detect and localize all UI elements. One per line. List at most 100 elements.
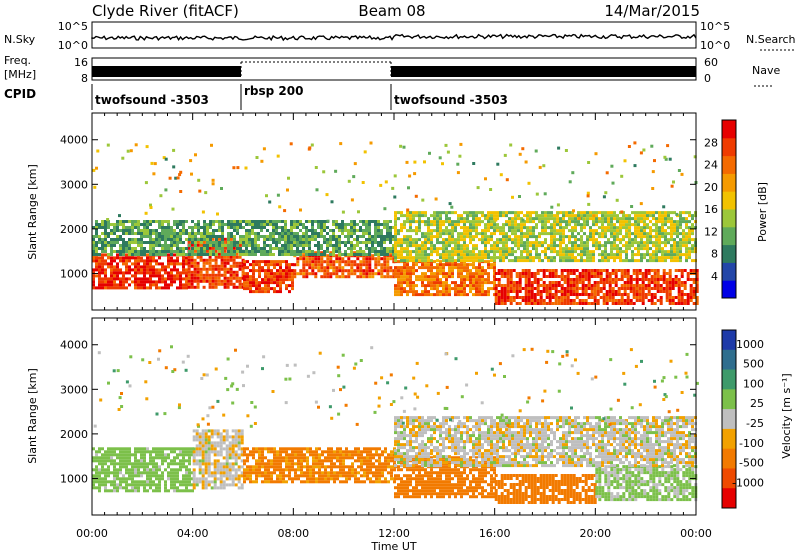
data-cell [481, 275, 484, 279]
data-cell [179, 170, 183, 174]
data-cell [125, 226, 128, 229]
data-cell [155, 238, 158, 241]
data-cell [569, 299, 573, 302]
data-cell [415, 232, 418, 236]
data-cell [239, 226, 242, 229]
data-cell [122, 280, 125, 284]
data-cell [397, 238, 400, 242]
data-cell [571, 220, 574, 224]
data-cell [246, 266, 249, 270]
data-cell [140, 471, 143, 475]
data-cell [652, 229, 655, 233]
data-cell [223, 249, 227, 253]
data-cell [427, 256, 430, 260]
data-cell [113, 274, 116, 278]
data-cell [451, 226, 454, 230]
data-cell [628, 241, 631, 245]
data-cell [223, 267, 227, 271]
data-cell [242, 220, 245, 223]
data-cell [589, 253, 592, 257]
data-cell [682, 253, 685, 257]
data-cell [592, 259, 595, 263]
data-cell [442, 293, 445, 297]
data-cell [617, 302, 621, 305]
data-cell [101, 459, 104, 463]
data-cell [466, 214, 469, 218]
data-cell [644, 296, 648, 299]
data-cell [646, 226, 649, 230]
data-cell [671, 302, 675, 305]
data-cell [384, 180, 388, 184]
data-cell [149, 259, 152, 263]
data-cell [463, 275, 466, 279]
data-cell [285, 272, 288, 276]
data-cell [394, 211, 397, 215]
data-cell [451, 220, 454, 224]
data-cell [92, 447, 95, 451]
data-cell [394, 284, 397, 288]
data-cell [668, 275, 672, 278]
data-cell [377, 226, 380, 229]
data-cell [682, 229, 685, 233]
data-cell [414, 194, 418, 198]
data-cell [517, 211, 520, 215]
data-cell [137, 250, 140, 253]
data-cell [155, 286, 158, 290]
data-cell [189, 159, 193, 163]
data-cell [632, 302, 636, 305]
data-cell [121, 156, 125, 160]
data-cell [680, 269, 684, 272]
data-cell [536, 278, 540, 281]
data-cell [421, 293, 424, 297]
data-cell [644, 293, 648, 296]
data-cell [146, 250, 149, 253]
data-cell [680, 284, 684, 287]
data-cell [137, 450, 140, 454]
data-cell [505, 253, 508, 257]
data-cell [539, 284, 543, 287]
data-cell [200, 235, 203, 238]
data-cell [502, 241, 505, 245]
data-cell [377, 235, 380, 238]
data-cell [374, 272, 378, 276]
data-cell [572, 278, 576, 281]
data-cell [625, 226, 628, 230]
data-cell [557, 281, 561, 284]
data-cell [493, 250, 496, 254]
data-cell [383, 238, 386, 241]
data-cell [574, 223, 577, 227]
data-cell [685, 247, 688, 251]
data-cell [323, 223, 326, 226]
data-cell [146, 471, 149, 475]
data-cell [668, 278, 672, 281]
data-cell [182, 450, 185, 454]
data-cell [484, 226, 487, 230]
data-cell [299, 223, 302, 226]
data-cell [254, 238, 257, 241]
data-cell [246, 281, 249, 285]
data-cell [454, 284, 457, 288]
data-cell [691, 232, 694, 236]
data-cell [101, 286, 104, 290]
data-cell [293, 238, 296, 241]
data-cell [638, 290, 642, 293]
data-cell [565, 223, 568, 227]
data-cell [362, 253, 365, 256]
data-cell [323, 275, 327, 279]
data-cell [406, 290, 409, 294]
data-cell [359, 253, 362, 256]
data-cell [190, 264, 194, 268]
data-cell [173, 250, 176, 253]
data-cell [215, 247, 218, 250]
data-cell [230, 244, 233, 247]
data-cell [176, 447, 179, 451]
data-cell [628, 214, 631, 218]
data-cell [415, 247, 418, 251]
data-cell [682, 220, 685, 224]
data-cell [383, 275, 387, 279]
data-cell [400, 223, 403, 227]
data-cell [430, 253, 433, 257]
data-cell [550, 256, 553, 260]
data-cell [541, 223, 544, 227]
data-cell [532, 259, 535, 263]
